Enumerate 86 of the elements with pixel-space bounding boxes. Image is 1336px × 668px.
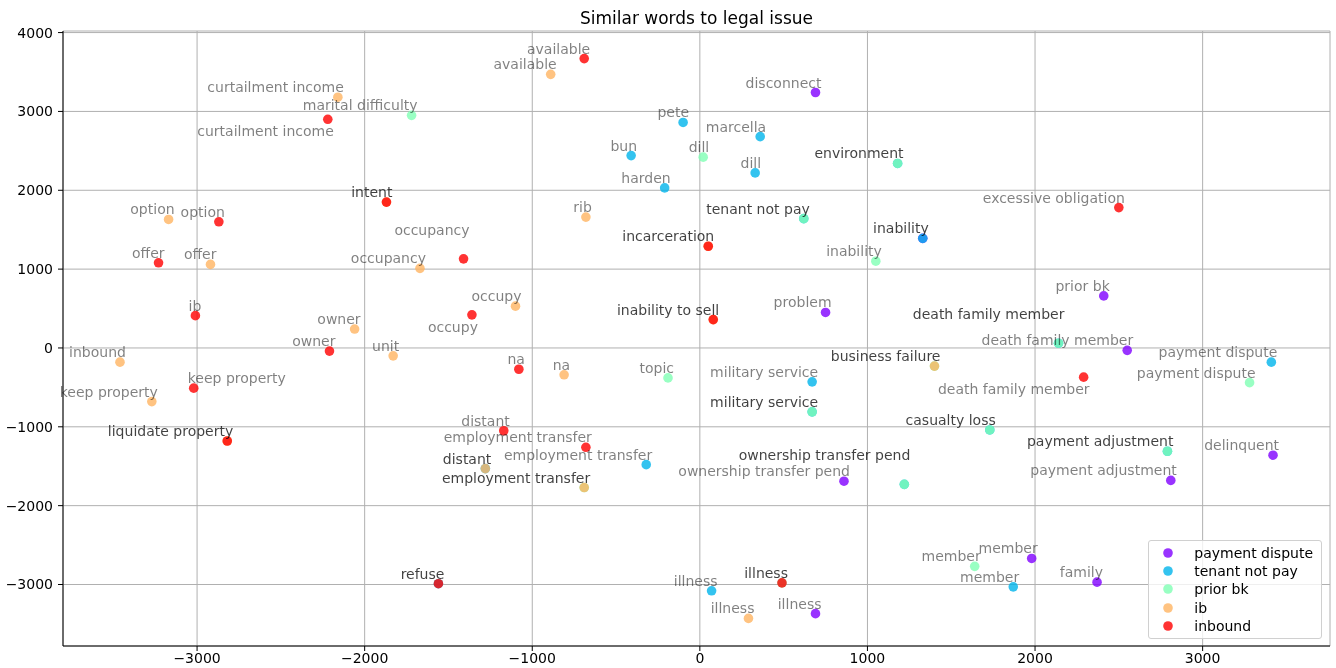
data-label: dill bbox=[688, 139, 710, 156]
data-label: keep property bbox=[187, 370, 286, 387]
data-label: delinquent bbox=[1204, 437, 1280, 454]
data-label: na bbox=[507, 351, 525, 368]
legend-label: inbound bbox=[1194, 617, 1252, 634]
data-label: business failure bbox=[830, 348, 941, 365]
data-label: disconnect bbox=[745, 74, 822, 91]
y-tick-label: 0 bbox=[44, 339, 53, 356]
data-label: ownership transfer pend bbox=[738, 447, 911, 464]
data-label: bun bbox=[610, 137, 638, 154]
data-label: dill bbox=[740, 154, 762, 171]
data-label: harden bbox=[621, 169, 671, 186]
data-label: distant bbox=[442, 450, 492, 467]
data-label: payment adjustment bbox=[1030, 462, 1178, 479]
x-tick-label: −1000 bbox=[508, 649, 556, 666]
data-label: marcella bbox=[705, 118, 767, 135]
data-label: illness bbox=[744, 564, 788, 581]
data-label: prior bk bbox=[1055, 277, 1111, 294]
y-tick-label: 4000 bbox=[17, 24, 53, 41]
data-label: payment adjustment bbox=[1026, 433, 1174, 450]
data-label: problem bbox=[773, 294, 832, 311]
data-label: casualty loss bbox=[905, 411, 996, 428]
legend-label: ib bbox=[1194, 599, 1208, 616]
data-label: excessive obligation bbox=[982, 189, 1125, 206]
data-label: employment transfer bbox=[443, 429, 593, 446]
y-tick-label: 3000 bbox=[17, 103, 53, 120]
legend-label: payment dispute bbox=[1194, 544, 1313, 561]
x-tick-label: −3000 bbox=[173, 649, 221, 666]
data-label: ib bbox=[188, 297, 202, 314]
data-label: available bbox=[493, 56, 557, 73]
data-label: payment dispute bbox=[1136, 364, 1256, 381]
data-label: occupy bbox=[471, 288, 522, 305]
data-label: refuse bbox=[400, 565, 445, 582]
data-label: option bbox=[180, 203, 225, 220]
data-label: military service bbox=[710, 393, 819, 410]
data-label: member bbox=[960, 568, 1020, 585]
data-label: liquidate property bbox=[107, 423, 234, 439]
x-tick-label: 3000 bbox=[1184, 649, 1221, 666]
chart-title: Similar words to legal issue bbox=[578, 8, 814, 28]
legend-label: prior bk bbox=[1194, 581, 1249, 598]
data-label: available bbox=[527, 40, 591, 57]
data-label: death family member bbox=[912, 306, 1065, 323]
data-label: death family member bbox=[937, 381, 1090, 398]
data-label: occupy bbox=[427, 318, 478, 335]
data-label: na bbox=[552, 356, 571, 373]
data-label: unit bbox=[372, 337, 400, 354]
data-label: environment bbox=[814, 145, 905, 162]
data-label: illness bbox=[710, 600, 755, 617]
data-label: payment dispute bbox=[1158, 344, 1278, 361]
data-label: occupancy bbox=[350, 250, 426, 267]
data-label: employment transfer bbox=[441, 469, 591, 486]
data-label: ownership transfer pend bbox=[678, 463, 850, 480]
x-tick-label: 0 bbox=[695, 649, 705, 666]
data-label: rib bbox=[573, 199, 592, 216]
data-label: inbound bbox=[69, 344, 126, 361]
data-label: owner bbox=[317, 311, 361, 328]
data-label: option bbox=[130, 201, 175, 218]
data-label: owner bbox=[292, 333, 336, 350]
data-label: employment transfer bbox=[503, 446, 653, 463]
data-label: marital difficulty bbox=[302, 97, 418, 114]
data-label: intent bbox=[351, 184, 393, 201]
data-label: inability to sell bbox=[616, 301, 720, 318]
y-tick-label: −2000 bbox=[5, 497, 53, 514]
data-label: death family member bbox=[981, 332, 1134, 349]
y-tick-label: −3000 bbox=[5, 576, 53, 593]
data-label: distant bbox=[461, 412, 511, 429]
x-tick-label: 1000 bbox=[849, 649, 886, 666]
data-label: occupancy bbox=[394, 221, 470, 238]
y-tick-label: −1000 bbox=[5, 418, 53, 435]
data-label: offer bbox=[131, 244, 165, 261]
x-tick-label: −2000 bbox=[340, 649, 389, 666]
y-tick-label: 1000 bbox=[17, 261, 53, 278]
legend-label: tenant not pay bbox=[1194, 562, 1298, 579]
data-label: tenant not pay bbox=[706, 200, 810, 217]
data-label: topic bbox=[639, 359, 675, 376]
data-label: offer bbox=[183, 246, 217, 263]
data-label: military service bbox=[710, 363, 819, 380]
data-label: incarceration bbox=[622, 228, 715, 245]
y-tick-label: 2000 bbox=[17, 182, 53, 199]
data-label: curtailment income bbox=[207, 79, 344, 96]
data-label: family bbox=[1059, 564, 1104, 581]
data-label: member bbox=[921, 548, 981, 565]
data-label: inability bbox=[873, 220, 929, 237]
data-label: curtailment income bbox=[197, 123, 334, 140]
x-tick-label: 2000 bbox=[1017, 649, 1053, 666]
data-label: illness bbox=[777, 595, 822, 612]
